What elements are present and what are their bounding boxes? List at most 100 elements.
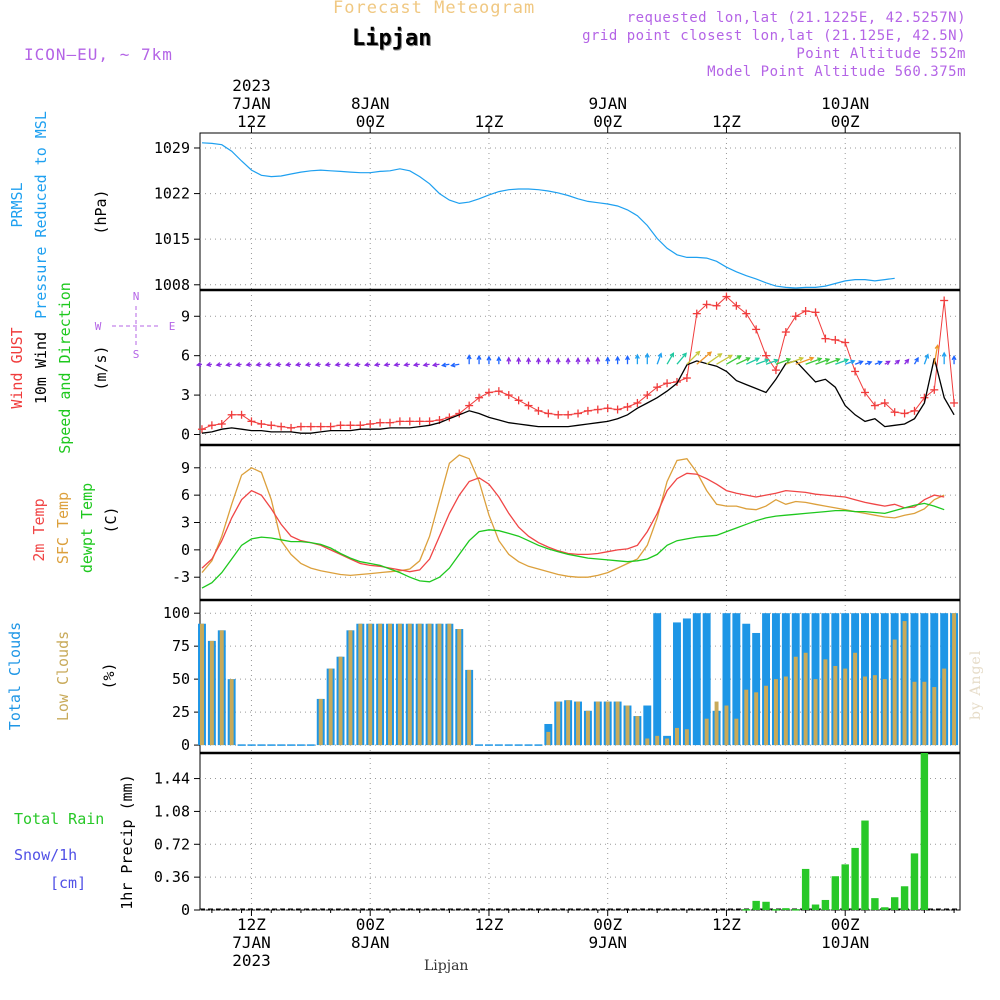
wind-arrow-head: [798, 356, 805, 362]
wind-arrow-head: [934, 344, 940, 350]
wind-ytick-label: 9: [181, 307, 190, 325]
low-cloud-bar: [368, 623, 373, 746]
wind-arrow-head: [850, 359, 856, 365]
low-cloud-bar: [872, 675, 877, 746]
low-cloud-bar: [328, 668, 333, 746]
low-cloud-bar: [922, 681, 927, 746]
low-cloud-bar: [902, 621, 907, 746]
wind-direction-arrow: [696, 351, 712, 365]
total-cloud-bar: [722, 613, 731, 746]
rain-bar: [841, 864, 849, 910]
bottom-time-label: 12Z: [712, 915, 741, 934]
wind-arrow-head: [858, 360, 864, 365]
low-cloud-bar: [863, 676, 867, 746]
wind-direction-arrow: [706, 353, 722, 365]
wind-arrow-head: [215, 362, 221, 367]
wind-direction-arrow: [775, 358, 791, 365]
wind-arrow-head: [785, 357, 792, 363]
temperature-ytick-label: 3: [181, 514, 190, 532]
snow-unit-legend: [cm]: [50, 874, 86, 892]
precip-ytick-label: 1.08: [154, 802, 190, 820]
total-cloud-bar: [653, 613, 662, 746]
bottom-time-label: 8JAN: [351, 933, 390, 952]
wind-arrow-head: [195, 362, 202, 367]
low-cloud-bar: [625, 705, 630, 746]
low-cloud-bar: [615, 701, 620, 746]
wind-arrow-head: [245, 362, 251, 367]
temperature-ytick-label: 9: [181, 459, 190, 477]
prmsl-axis-label: PRMSL: [8, 182, 26, 227]
rain-bar: [861, 820, 869, 910]
compass-east: E: [169, 320, 176, 333]
precip-ytick-label: 0: [181, 901, 190, 919]
low-cloud-bar: [318, 698, 323, 746]
low-cloud-bar: [823, 659, 828, 746]
pressure-ytick-label: 1022: [154, 185, 190, 203]
wind-direction-arrow: [686, 351, 700, 365]
bottom-time-label: 9JAN: [588, 933, 627, 952]
low-cloud-bar: [665, 738, 670, 746]
wind-arrow-head: [682, 352, 687, 358]
rain-bar: [821, 899, 830, 910]
bottom-time-label: 12Z: [237, 915, 266, 934]
low-cloud-bar: [457, 629, 462, 746]
rain-bar: [742, 909, 750, 911]
rain-bar: [831, 876, 840, 910]
wind-arrow-head: [941, 351, 947, 357]
wind-arrow-head: [476, 354, 482, 360]
rain-bar: [890, 897, 899, 910]
wind-arrow-head: [516, 356, 522, 362]
wind-arrow-head: [895, 359, 901, 365]
wind-direction-arrow: [933, 345, 939, 365]
wind-direction-arrow: [765, 359, 778, 365]
model-name: ICON—EU, ~ 7km: [24, 45, 173, 64]
low-cloud-bar: [704, 718, 709, 746]
clouds-ytick-label: 50: [172, 670, 190, 688]
precip-ytick-label: 0.72: [154, 835, 190, 853]
temperature-ytick-label: 0: [181, 541, 190, 559]
low-cloud-bar: [714, 701, 719, 746]
wind-direction-arrow: [676, 352, 687, 365]
wind-arrow-head: [773, 358, 779, 364]
wind-direction-arrow: [825, 358, 840, 365]
precip-axis-label: 1hr Precip (mm): [118, 774, 136, 909]
low-cloud-bar: [200, 623, 204, 746]
total-cloud-bar: [742, 623, 751, 746]
wind-direction-arrow: [835, 359, 849, 365]
wind-ytick-label: 0: [181, 425, 190, 443]
wind-arrow-head: [304, 362, 311, 367]
wind-arrow-head: [904, 358, 910, 364]
temperature-unit-label: (C): [102, 506, 120, 533]
point-altitude: Point Altitude 552m: [796, 46, 966, 62]
low-cloud-bar: [209, 640, 214, 746]
rain-bar: [772, 909, 780, 911]
low-cloud-bar: [585, 710, 590, 746]
bottom-time-label: 00Z: [831, 915, 860, 934]
low-cloud-bar: [417, 623, 422, 746]
rain-bar: [801, 868, 810, 910]
wind-arrow-head: [486, 355, 492, 361]
wind-arrow-head: [383, 362, 389, 368]
total-cloud-bar: [920, 613, 929, 746]
snow-legend: Snow/1h: [14, 846, 77, 864]
pressure-panel-frame: [199, 132, 961, 291]
low-cloud-bar: [952, 613, 957, 746]
wind-arrow-head: [555, 357, 561, 363]
wind-arrow-head: [754, 357, 761, 362]
wind-arrow-head: [431, 362, 438, 368]
wind-arrow-head: [605, 356, 611, 362]
rain-bar: [881, 907, 889, 910]
bottom-time-label: 7JAN: [232, 933, 271, 952]
temperature-ytick-label: -3: [172, 568, 190, 586]
low-cloud-bar: [338, 656, 343, 746]
forecast-meteogram-title: Forecast Meteogram: [333, 0, 536, 18]
rain-bar: [752, 900, 760, 910]
total-clouds-axis-label: Total Clouds: [6, 622, 24, 730]
compass-west: W: [95, 320, 102, 333]
compass-south: S: [133, 348, 140, 361]
clouds-ytick-label: 75: [172, 637, 190, 655]
clouds-ytick-label: 0: [181, 736, 190, 754]
wind-arrow-head: [585, 356, 591, 362]
low-cloud-bar: [853, 652, 858, 746]
low-cloud-bar: [744, 689, 749, 746]
